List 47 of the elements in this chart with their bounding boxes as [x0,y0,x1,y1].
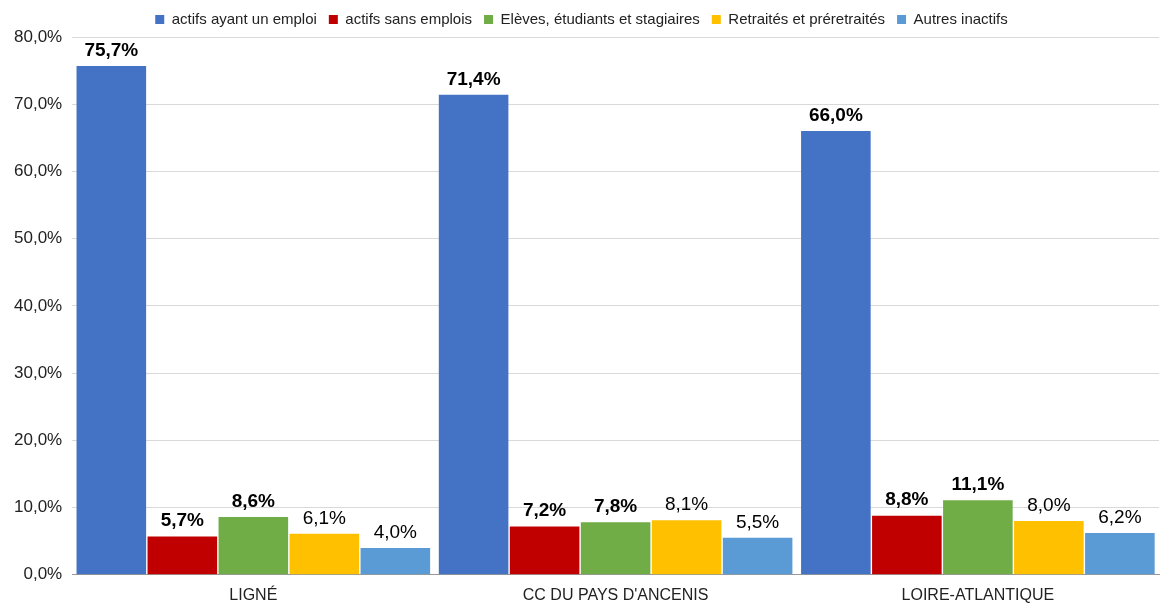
bar [580,522,651,575]
x-tick-label: LIGNÉ [229,584,278,603]
data-label: 6,2% [1098,505,1142,527]
data-label: 8,8% [885,488,929,510]
y-tick-label: 20,0% [14,430,63,450]
y-tick-label: 0,0% [23,564,63,584]
bar [360,547,431,575]
bar [218,516,289,575]
y-tick-label: 40,0% [14,295,63,315]
legend-label: Elèves, étudiants et stagiaires [500,9,700,27]
bar [438,94,509,575]
data-label: 8,1% [664,493,709,515]
data-label: 11,1% [951,472,1005,494]
data-label: 6,1% [302,506,347,528]
y-tick-label: 70,0% [14,93,63,113]
data-label: 71,4% [446,67,501,89]
legend-label: actifs sans emplois [345,9,473,27]
x-tick-label: CC DU PAYS D'ANCENIS [522,585,709,603]
data-label: 8,0% [1027,493,1071,515]
bar [872,515,942,575]
data-label: 5,7% [160,509,205,531]
y-tick-label: 80,0% [14,26,63,46]
data-label: 66,0% [808,103,863,125]
bar [509,526,580,575]
bar [651,520,722,575]
y-tick-label: 30,0% [14,362,63,382]
bar [76,65,147,575]
data-label: 7,8% [593,495,638,517]
legend-label: actifs ayant un emploi [171,9,317,27]
data-label: 8,6% [231,489,276,511]
bar [1014,521,1084,575]
bar [801,131,871,575]
bar [289,533,360,575]
bar [1085,533,1155,575]
data-label: 7,2% [522,499,567,521]
y-tick-label: 50,0% [14,228,63,248]
data-label: 4,0% [373,520,418,542]
data-label: 5,5% [735,510,780,532]
data-label: 75,7% [84,38,139,60]
bar [147,536,218,575]
bar [943,500,1013,575]
bar [722,537,793,575]
y-tick-label: 60,0% [14,161,63,181]
legend-label: Retraités et préretraités [728,9,886,27]
x-tick-label: LOIRE-ATLANTIQUE [901,585,1055,603]
legend-label: Autres inactifs [913,9,1008,27]
y-tick-label: 10,0% [14,497,63,517]
